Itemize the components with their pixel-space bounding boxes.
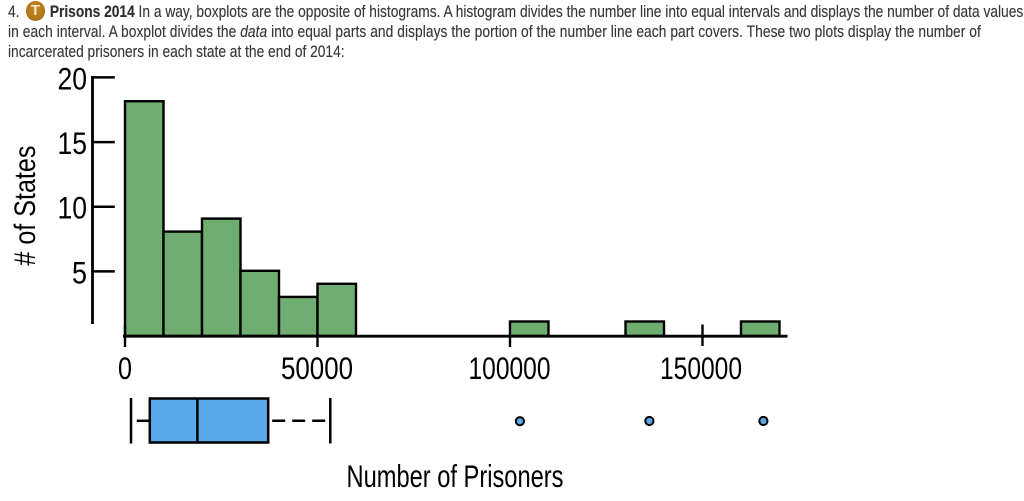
svg-text:0: 0: [118, 350, 132, 386]
svg-text:20: 20: [58, 60, 88, 96]
svg-text:5: 5: [72, 254, 87, 290]
svg-text:10: 10: [58, 190, 88, 226]
svg-text:50000: 50000: [281, 350, 353, 386]
svg-text:150000: 150000: [660, 350, 742, 386]
svg-text:100000: 100000: [469, 350, 551, 386]
svg-text:Number of Prisoners: Number of Prisoners: [347, 458, 564, 494]
svg-text:# of States: # of States: [9, 146, 42, 266]
svg-text:15: 15: [58, 125, 88, 161]
